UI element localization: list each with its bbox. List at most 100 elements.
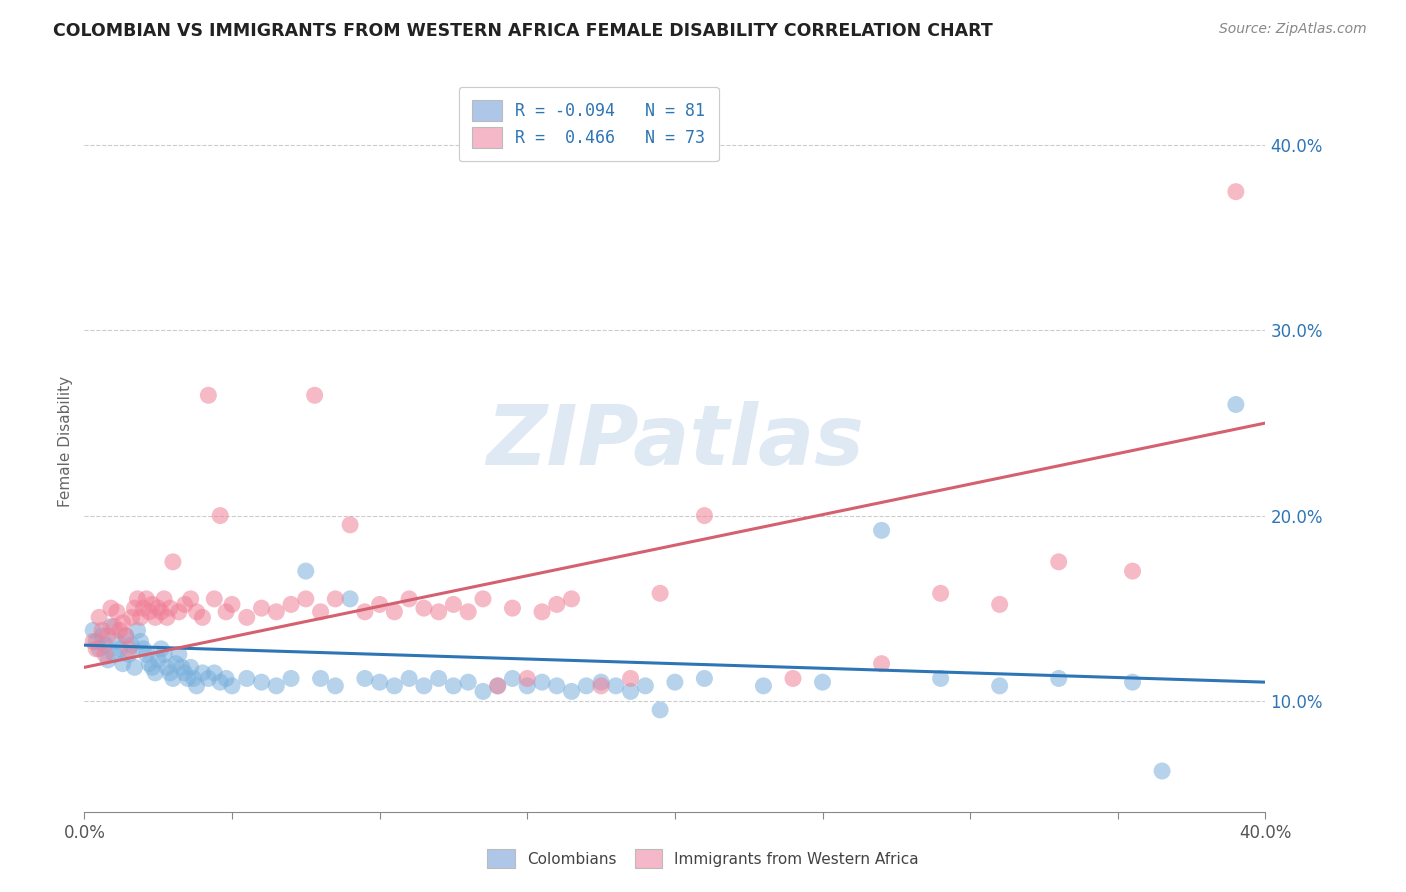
Point (693, 508, 716, 523)
Point (129, 634, 152, 648)
Text: ZIPatlas: ZIPatlas (486, 401, 863, 482)
Point (650, 703, 672, 717)
Point (162, 672, 184, 686)
Point (591, 679, 613, 693)
Point (531, 605, 554, 619)
Point (620, 684, 643, 698)
Point (82, 634, 104, 648)
Point (100, 619, 122, 633)
Legend: Colombians, Immigrants from Western Africa: Colombians, Immigrants from Western Afri… (479, 841, 927, 875)
Point (664, 675, 686, 690)
Point (129, 610, 152, 624)
Point (472, 684, 495, 698)
Point (325, 591, 347, 606)
Y-axis label: Female Disability: Female Disability (58, 376, 73, 508)
Point (97, 653, 120, 667)
Point (124, 601, 146, 615)
Point (988, 598, 1011, 612)
Text: Source: ZipAtlas.com: Source: ZipAtlas.com (1219, 22, 1367, 37)
Point (197, 672, 219, 686)
Point (870, 524, 893, 538)
Point (180, 660, 202, 674)
Point (167, 648, 190, 662)
Point (516, 672, 538, 686)
Point (443, 598, 465, 612)
Point (167, 605, 190, 619)
Point (183, 672, 205, 686)
Point (135, 591, 157, 606)
Point (501, 672, 523, 686)
Point (650, 586, 672, 600)
Point (186, 679, 208, 693)
Point (153, 591, 176, 606)
Point (354, 605, 377, 619)
Point (1122, 564, 1144, 578)
Point (693, 672, 716, 686)
Point (191, 665, 214, 680)
Point (159, 601, 181, 615)
Point (368, 598, 391, 612)
Point (103, 619, 125, 633)
Point (150, 641, 173, 656)
Point (108, 641, 131, 656)
Point (1225, 398, 1247, 412)
Point (561, 684, 583, 698)
Point (173, 598, 195, 612)
Point (97, 629, 120, 643)
Point (591, 675, 613, 690)
Point (382, 605, 406, 619)
Point (398, 591, 420, 606)
Point (531, 675, 554, 690)
Point (929, 672, 952, 686)
Point (148, 601, 170, 615)
Point (266, 605, 288, 619)
Point (250, 675, 273, 690)
Point (280, 672, 302, 686)
Point (114, 629, 136, 643)
Point (988, 679, 1011, 693)
Point (138, 657, 160, 671)
Point (105, 605, 128, 619)
Point (1150, 764, 1173, 778)
Point (91, 629, 114, 643)
Point (141, 598, 163, 612)
Point (118, 641, 141, 656)
Point (197, 388, 219, 402)
Point (325, 679, 347, 693)
Point (209, 675, 232, 690)
Point (427, 672, 450, 686)
Point (929, 586, 952, 600)
Point (111, 657, 134, 671)
Point (153, 648, 176, 662)
Point (1047, 672, 1070, 686)
Point (295, 564, 318, 578)
Point (620, 672, 643, 686)
Point (180, 591, 202, 606)
Point (215, 605, 238, 619)
Point (159, 665, 181, 680)
Point (165, 657, 187, 671)
Point (84, 634, 107, 648)
Point (202, 665, 225, 680)
Point (177, 672, 200, 686)
Point (221, 598, 243, 612)
Point (118, 648, 141, 662)
Point (561, 591, 583, 606)
Point (121, 638, 143, 652)
Point (236, 610, 259, 624)
Point (236, 672, 259, 686)
Legend: R = -0.094   N = 81, R =  0.466   N = 73: R = -0.094 N = 81, R = 0.466 N = 73 (458, 87, 718, 161)
Point (546, 679, 568, 693)
Point (100, 601, 122, 615)
Point (170, 660, 193, 674)
Point (121, 610, 143, 624)
Point (132, 641, 155, 656)
Point (811, 675, 834, 690)
Point (87, 641, 111, 656)
Point (304, 388, 326, 402)
Point (516, 679, 538, 693)
Point (127, 624, 149, 638)
Point (209, 508, 232, 523)
Point (1047, 555, 1070, 569)
Point (87, 610, 111, 624)
